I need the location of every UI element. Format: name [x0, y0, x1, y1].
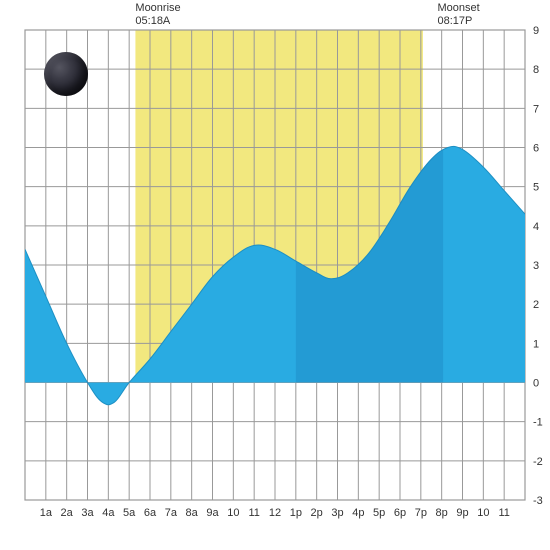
y-tick-label: -3	[533, 495, 543, 507]
x-tick-label: 9a	[206, 507, 219, 519]
x-tick-label: 5a	[123, 507, 136, 519]
x-tick-label: 8a	[186, 507, 199, 519]
y-tick-label: 4	[533, 221, 539, 233]
tide-chart: Moonrise 05:18A Moonset 08:17P -3-2-1012…	[0, 0, 550, 550]
y-tick-label: 0	[533, 378, 539, 390]
moonrise-time: 05:18A	[135, 15, 180, 28]
x-tick-label: 10	[477, 507, 489, 519]
y-tick-label: -1	[533, 417, 543, 429]
y-tick-label: 5	[533, 182, 539, 194]
moonrise-label: Moonrise 05:18A	[135, 2, 180, 28]
x-tick-label: 6a	[144, 507, 157, 519]
moon-phase-icon	[44, 52, 88, 96]
x-tick-label: 9p	[456, 507, 468, 519]
x-tick-label: 2a	[61, 507, 74, 519]
x-tick-label: 4a	[102, 507, 115, 519]
moonset-label: Moonset 08:17P	[438, 2, 480, 28]
moonset-time: 08:17P	[438, 15, 480, 28]
x-tick-label: 4p	[352, 507, 364, 519]
x-tick-label: 5p	[373, 507, 385, 519]
x-tick-label: 2p	[311, 507, 323, 519]
x-tick-label: 7a	[165, 507, 178, 519]
y-tick-label: 3	[533, 260, 539, 272]
x-tick-label: 8p	[436, 507, 448, 519]
x-tick-label: 10	[227, 507, 239, 519]
moonrise-title: Moonrise	[135, 2, 180, 15]
y-tick-label: 2	[533, 299, 539, 311]
y-tick-label: 1	[533, 338, 539, 350]
y-tick-label: -2	[533, 456, 543, 468]
x-tick-label: 3p	[331, 507, 343, 519]
x-tick-label: 7p	[415, 507, 427, 519]
moonset-title: Moonset	[438, 2, 480, 15]
x-tick-label: 11	[248, 507, 259, 519]
y-tick-label: 9	[533, 25, 539, 37]
x-tick-label: 1p	[290, 507, 302, 519]
x-tick-label: 3a	[81, 507, 94, 519]
x-tick-label: 1a	[40, 507, 53, 519]
x-tick-label: 11	[498, 507, 509, 519]
x-tick-label: 6p	[394, 507, 406, 519]
y-tick-label: 8	[533, 64, 539, 76]
y-tick-label: 6	[533, 143, 539, 155]
x-tick-label: 12	[269, 507, 281, 519]
y-tick-label: 7	[533, 103, 539, 115]
